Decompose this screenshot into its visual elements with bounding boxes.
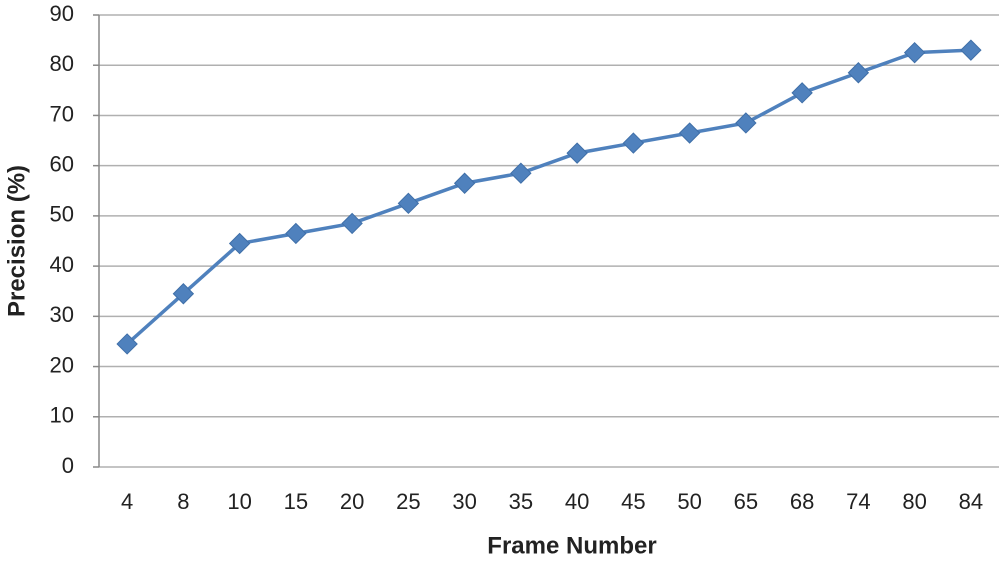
data-point [285, 222, 307, 245]
y-tick-label: 20 [50, 352, 74, 377]
data-point [847, 62, 870, 84]
y-tick-label: 60 [50, 151, 74, 176]
x-tick-label: 65 [734, 489, 758, 514]
y-tick-label: 0 [62, 453, 74, 478]
data-point [228, 232, 251, 255]
y-tick-label: 80 [50, 51, 74, 76]
y-tick-label: 40 [50, 252, 74, 277]
y-tick-label: 90 [50, 1, 74, 26]
data-point [678, 122, 701, 144]
x-tick-label: 15 [284, 489, 308, 514]
data-point [735, 112, 757, 134]
x-tick-label: 50 [677, 489, 701, 514]
data-point [116, 333, 138, 355]
x-tick-label: 25 [396, 489, 420, 514]
y-tick-label: 70 [50, 101, 74, 126]
x-tick-label: 30 [452, 489, 476, 514]
data-point [960, 39, 982, 61]
data-point [622, 132, 645, 154]
data-point [510, 162, 532, 184]
x-tick-label: 40 [565, 489, 589, 514]
series-line [125, 48, 971, 346]
data-point [566, 142, 588, 164]
x-tick-label: 80 [902, 489, 926, 514]
x-tick-label: 84 [959, 489, 983, 514]
x-tick-label: 45 [621, 489, 645, 514]
y-tick-label: 50 [50, 202, 74, 227]
data-point [397, 192, 420, 215]
data-point [903, 41, 926, 64]
y-tick-label: 10 [50, 403, 74, 428]
x-axis-title: Frame Number [487, 532, 656, 559]
x-tick-label: 4 [121, 489, 133, 514]
x-tick-label: 20 [340, 489, 364, 514]
data-point [791, 82, 813, 104]
x-tick-label: 10 [227, 489, 251, 514]
data-point [453, 172, 476, 194]
data-point [172, 283, 195, 305]
x-tick-label: 35 [509, 489, 533, 514]
x-tick-label: 74 [846, 489, 870, 514]
x-tick-label: 8 [177, 489, 189, 514]
y-tick-label: 30 [50, 302, 74, 327]
x-tick-label: 68 [790, 489, 814, 514]
y-axis-title: Precision (%) [3, 165, 30, 317]
data-point [341, 212, 363, 235]
